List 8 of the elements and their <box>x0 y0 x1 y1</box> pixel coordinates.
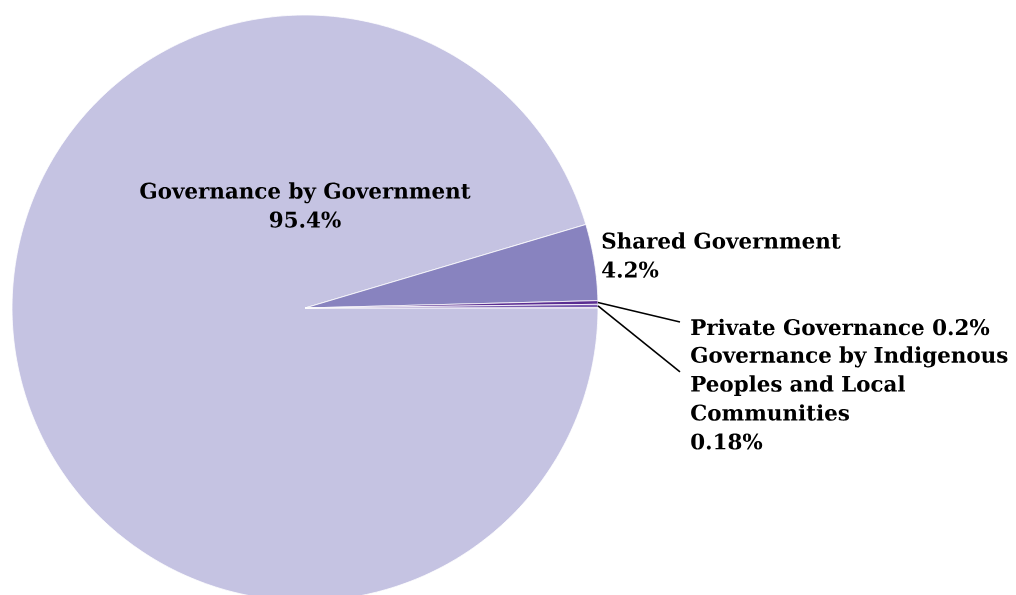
data-label: 4.2% <box>602 261 659 278</box>
slice-label: Governance by Government <box>140 182 471 204</box>
slice-label: Shared Government <box>602 232 841 249</box>
data-label: 0.2% <box>933 319 990 336</box>
data-label: 0.18% <box>691 433 763 450</box>
slice-label: Governance by Indigenous Peoples and Local Communities <box>691 346 1008 421</box>
data-label: 95.4% <box>269 211 341 228</box>
slice-label: Private Governance <box>691 318 924 336</box>
